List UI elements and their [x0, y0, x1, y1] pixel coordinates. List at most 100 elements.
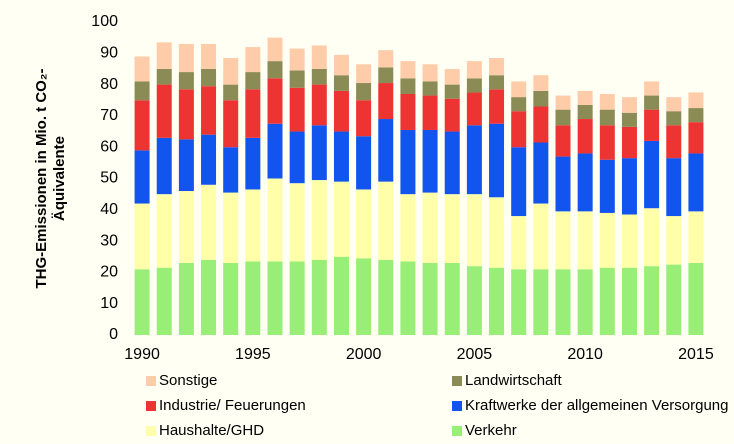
- bar-segment: [333, 256, 349, 335]
- legend-swatch: [452, 401, 462, 411]
- bar-segment: [245, 72, 261, 90]
- legend-label: Industrie/ Feuerungen: [159, 397, 306, 414]
- y-axis-label: THG-Emissionen in Mio. t CO₂-: [33, 68, 50, 288]
- bar-segment: [688, 92, 704, 109]
- bar-segment: [533, 203, 549, 270]
- legend-label: Landwirtschaft: [465, 372, 563, 389]
- y-tick-label: 80: [100, 76, 118, 93]
- bar-segment: [511, 147, 527, 217]
- bar-segment: [156, 137, 172, 195]
- bar-segment: [311, 84, 327, 126]
- bar-segment: [178, 43, 194, 73]
- bar-segment: [201, 86, 217, 135]
- bar-segment: [422, 95, 438, 130]
- bar-segment: [134, 56, 150, 82]
- bar-segment: [533, 90, 549, 107]
- bar-segment: [156, 68, 172, 85]
- x-tick-label: 2010: [567, 346, 603, 363]
- bar-segment: [555, 269, 571, 335]
- bar-segment: [511, 216, 527, 270]
- bar-segment: [333, 181, 349, 257]
- bar-segment: [577, 119, 593, 154]
- bar-segment: [444, 194, 460, 264]
- bar-segment: [201, 43, 217, 69]
- bar-segment: [134, 81, 150, 101]
- bar-segment: [533, 142, 549, 204]
- bar-segment: [599, 109, 615, 126]
- bar-segment: [378, 259, 394, 335]
- bar-segment: [533, 106, 549, 143]
- bar-segment: [201, 184, 217, 260]
- bar-segment: [533, 75, 549, 91]
- y-tick-label: 50: [100, 170, 118, 187]
- y-tick-label: 0: [109, 326, 118, 343]
- bar-segment: [156, 267, 172, 335]
- bar-segment: [289, 261, 305, 335]
- bar-segment: [422, 129, 438, 193]
- bar-segment: [311, 68, 327, 85]
- bar-segment: [688, 122, 704, 154]
- bar-segment: [688, 211, 704, 264]
- bar-segment: [400, 261, 416, 335]
- bar-segment: [400, 93, 416, 130]
- bar-segment: [378, 83, 394, 120]
- bar-segment: [688, 153, 704, 212]
- bar-segment: [422, 192, 438, 264]
- bar-segment: [267, 37, 283, 62]
- bar-segment: [245, 189, 261, 262]
- bar-segment: [311, 45, 327, 69]
- x-tick-label: 2005: [457, 346, 493, 363]
- x-tick-label: 2015: [678, 346, 714, 363]
- bar-segment: [245, 137, 261, 190]
- bar-segment: [466, 92, 482, 126]
- bar-segment: [466, 78, 482, 93]
- bar-segment: [599, 212, 615, 268]
- x-tick-label: 2000: [346, 346, 382, 363]
- bar-segment: [666, 264, 682, 335]
- bar-segment: [422, 81, 438, 96]
- bar-segment: [599, 125, 615, 160]
- legend-label: Haushalte/GHD: [159, 422, 264, 439]
- bar-segment: [444, 263, 460, 335]
- bar-segment: [644, 81, 660, 96]
- bar-segment: [356, 258, 372, 335]
- legend-swatch: [146, 401, 156, 411]
- bar-segment: [577, 269, 593, 335]
- bar-segment: [644, 140, 660, 209]
- bar-segment: [289, 48, 305, 71]
- bar-segment: [245, 47, 261, 73]
- bar-segment: [621, 112, 637, 127]
- bar-segment: [466, 125, 482, 195]
- bar-segment: [444, 131, 460, 195]
- bar-segment: [400, 61, 416, 79]
- bar-segment: [223, 263, 239, 335]
- bar-segment: [267, 123, 283, 179]
- bar-segment: [356, 136, 372, 190]
- bar-segment: [356, 64, 372, 84]
- bar-segment: [533, 269, 549, 335]
- legend-swatch: [146, 376, 156, 386]
- bar-segment: [333, 90, 349, 132]
- bar-segment: [621, 158, 637, 215]
- bar-segment: [555, 125, 571, 157]
- x-tick-label: 1990: [124, 346, 160, 363]
- bar-segment: [555, 156, 571, 212]
- bar-segment: [599, 159, 615, 213]
- bar-segment: [666, 125, 682, 159]
- bar-segment: [666, 111, 682, 126]
- bar-segment: [555, 109, 571, 126]
- bar-segment: [245, 89, 261, 138]
- bar-segment: [378, 119, 394, 182]
- bar-segment: [511, 97, 527, 112]
- legend-swatch: [452, 426, 462, 436]
- bar-segment: [511, 81, 527, 98]
- bar-segment: [489, 123, 505, 198]
- legend-label: Verkehr: [465, 422, 517, 439]
- bar-segment: [311, 259, 327, 335]
- bar-segment: [466, 61, 482, 79]
- bar-segment: [356, 189, 372, 259]
- bar-segment: [289, 87, 305, 132]
- bar-segment: [422, 263, 438, 335]
- bar-segment: [621, 126, 637, 159]
